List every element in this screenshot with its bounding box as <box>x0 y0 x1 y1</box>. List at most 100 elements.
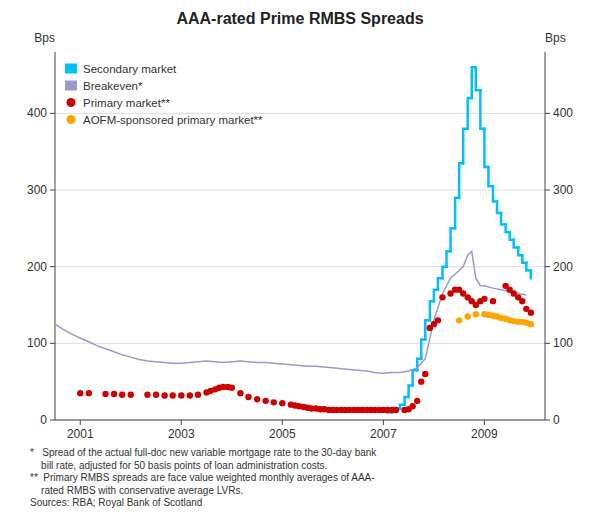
x-tick-label: 2003 <box>168 427 195 441</box>
series-line <box>55 251 526 373</box>
y-axis-line <box>55 52 56 420</box>
point <box>409 403 415 409</box>
x-tick <box>282 420 283 425</box>
step-segment <box>501 213 506 225</box>
point <box>237 390 243 396</box>
series-scatter <box>456 311 534 327</box>
x-tick <box>383 420 384 425</box>
step-segment <box>409 386 413 398</box>
y2-axis-label: Bps <box>545 31 566 45</box>
step-segment <box>451 228 456 251</box>
point <box>119 392 125 398</box>
point <box>245 394 251 400</box>
footnote-line: * Spread of the actual full-doc new vari… <box>30 447 377 458</box>
y-tick-label: 100 <box>27 336 47 350</box>
point <box>262 398 268 404</box>
point <box>153 392 159 398</box>
step-segment <box>434 290 438 302</box>
point <box>279 400 285 406</box>
legend-label: Primary market** <box>83 97 170 109</box>
y-tick <box>50 190 55 191</box>
legend: Secondary marketBreakeven*Primary market… <box>65 63 263 126</box>
point <box>229 385 235 391</box>
point <box>456 317 462 323</box>
grid-line <box>55 190 545 191</box>
axes: 2001200320052007200901002003004000100200… <box>27 52 573 441</box>
footnote-line: rated RMBS with conservative average LVR… <box>30 485 243 496</box>
point <box>77 390 83 396</box>
x-tick-label: 2007 <box>370 427 397 441</box>
y2-tick <box>545 113 550 114</box>
y-tick <box>50 113 55 114</box>
legend-marker <box>65 81 77 91</box>
point <box>519 298 525 304</box>
y2-tick <box>545 420 550 421</box>
grid <box>55 113 545 420</box>
legend-label: Secondary market <box>83 63 177 75</box>
footnote: * Spread of the actual full-doc new vari… <box>30 447 377 508</box>
grid-line <box>55 266 545 267</box>
point <box>102 391 108 397</box>
point <box>128 392 134 398</box>
point <box>144 392 150 398</box>
chart-container: 2001200320052007200901002003004000100200… <box>0 0 600 523</box>
step-segment <box>421 340 425 359</box>
y2-tick <box>545 190 550 191</box>
grid-line <box>55 343 545 344</box>
footnote-line: bill rate, adjusted for 50 basis points … <box>30 460 327 471</box>
step-segment <box>438 278 443 290</box>
step-segment <box>430 301 434 320</box>
line <box>55 251 526 373</box>
legend-marker <box>67 98 76 107</box>
x-tick-label: 2009 <box>471 427 498 441</box>
y2-tick <box>545 343 550 344</box>
y-tick <box>50 266 55 267</box>
step-segment <box>476 67 481 90</box>
step-segment <box>446 251 450 266</box>
step-segment <box>530 271 533 279</box>
footnote-line: ** Primary RMBS spreads are face value w… <box>30 472 375 483</box>
legend-marker <box>65 64 77 74</box>
footnote-line: Sources: RBA; Royal Bank of Scotland <box>30 497 202 508</box>
point <box>414 398 420 404</box>
point <box>271 399 277 405</box>
y2-tick-label: 200 <box>553 260 573 274</box>
point <box>465 313 471 319</box>
y2-tick-label: 100 <box>553 336 573 350</box>
point <box>111 391 117 397</box>
chart: 2001200320052007200901002003004000100200… <box>0 0 600 523</box>
point <box>187 392 193 398</box>
plot-area <box>55 67 534 413</box>
x-tick-label: 2005 <box>269 427 296 441</box>
y-tick <box>50 420 55 421</box>
series-step <box>387 67 530 412</box>
x-tick <box>80 420 81 425</box>
y2-axis-line <box>545 52 546 420</box>
step-segment <box>442 267 446 279</box>
point <box>418 378 424 384</box>
step-segment <box>488 167 493 186</box>
point <box>435 317 441 323</box>
step-segment <box>463 129 468 164</box>
y-tick-label: 400 <box>27 106 47 120</box>
y2-tick-label: 300 <box>553 183 573 197</box>
point <box>393 407 399 413</box>
point <box>170 392 176 398</box>
point <box>161 392 167 398</box>
step-segment <box>493 186 497 201</box>
legend-label: AOFM-sponsored primary market** <box>83 114 263 126</box>
y-tick-label: 200 <box>27 260 47 274</box>
point <box>439 294 445 300</box>
step-segment <box>413 370 418 385</box>
point <box>473 311 479 317</box>
point <box>490 298 496 304</box>
step-segment <box>459 163 463 198</box>
grid-line <box>55 420 545 421</box>
y-tick <box>50 343 55 344</box>
step-segment <box>455 198 459 229</box>
step-segment <box>497 202 501 214</box>
x-tick-label: 2001 <box>67 427 94 441</box>
y2-tick-label: 400 <box>553 106 573 120</box>
point <box>195 392 201 398</box>
point <box>178 392 184 398</box>
